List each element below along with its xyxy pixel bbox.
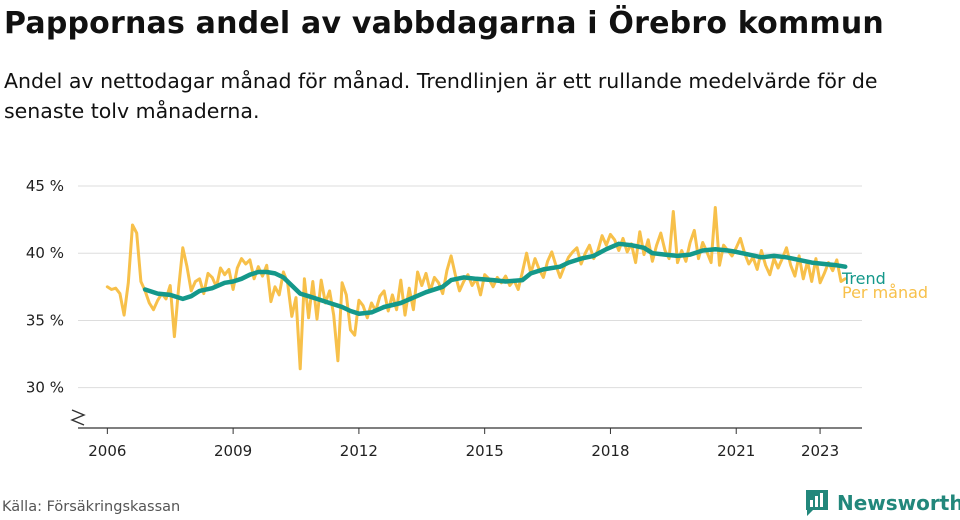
x-tick-label: 2023 [801, 442, 839, 460]
brand-logo[interactable]: Newsworthy [804, 488, 960, 518]
series-line-trend [142, 241, 848, 316]
y-tick-label: 30 % [26, 379, 64, 397]
page-title: Pappornas andel av vabbdagarna i Örebro … [4, 6, 884, 41]
page-subtitle: Andel av nettodagar månad för månad. Tre… [4, 69, 878, 123]
brand-name: Newsworthy [837, 491, 960, 515]
y-tick-label: 35 % [26, 311, 64, 329]
legend-label-trend: Trend [841, 269, 886, 288]
series-lines [105, 206, 848, 371]
grid-lines [78, 185, 862, 389]
y-tick-label: 40 % [26, 244, 64, 262]
axes: 30 % 35 % 40 % 45 % 2006 2009 2012 2015 2018 2021… [26, 177, 862, 460]
x-tick-label: 2006 [88, 442, 126, 460]
x-tick-label: 2015 [466, 442, 504, 460]
x-tick-label: 2021 [717, 442, 755, 460]
source-note: Källa: Försäkringskassan [2, 499, 181, 515]
x-tick-label: 2012 [340, 442, 378, 460]
legend-label-per-manad: Per månad [842, 283, 928, 302]
y-tick-label: 45 % [26, 177, 64, 195]
x-tick-label: 2009 [214, 442, 252, 460]
newsworthy-logo-icon [806, 490, 828, 516]
x-tick-label: 2018 [591, 442, 629, 460]
axis-break-icon [70, 409, 86, 426]
